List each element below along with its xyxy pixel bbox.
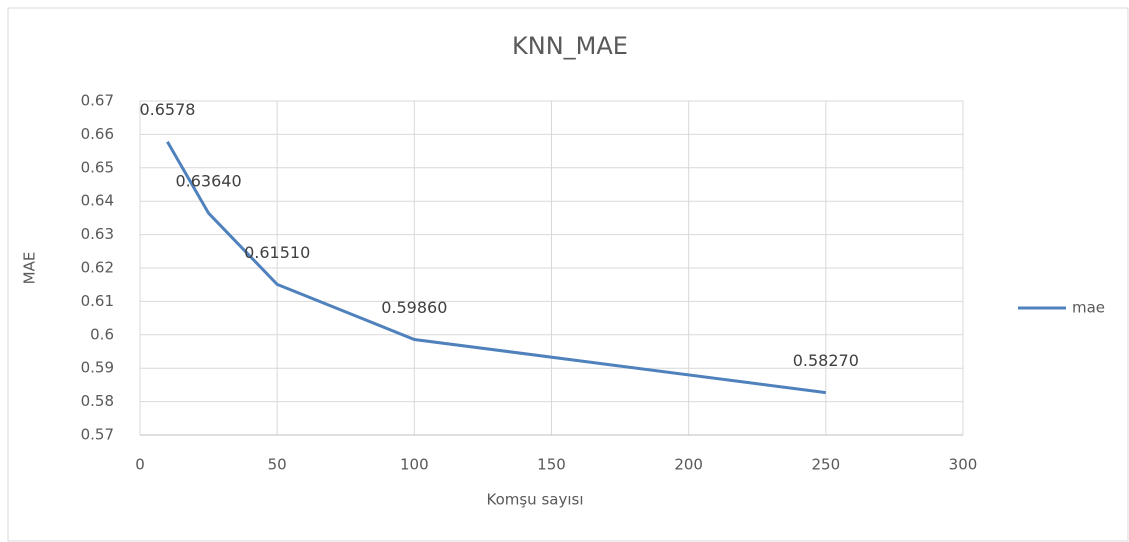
x-tick-label: 50 bbox=[268, 456, 287, 474]
y-tick-label: 0.57 bbox=[81, 426, 114, 444]
y-tick-label: 0.62 bbox=[81, 259, 114, 277]
y-tick-label: 0.66 bbox=[81, 125, 114, 143]
x-tick-label: 300 bbox=[949, 456, 978, 474]
y-tick-label: 0.61 bbox=[81, 292, 114, 310]
y-tick-label: 0.67 bbox=[81, 92, 114, 110]
y-tick-label: 0.6 bbox=[90, 325, 114, 343]
data-label: 0.63640 bbox=[175, 172, 241, 191]
x-tick-label: 200 bbox=[674, 456, 703, 474]
y-axis-label: MAE bbox=[21, 252, 39, 285]
y-tick-label: 0.58 bbox=[81, 392, 114, 410]
x-tick-label: 150 bbox=[537, 456, 566, 474]
chart-frame bbox=[7, 7, 1129, 542]
chart-title: KNN_MAE bbox=[512, 32, 628, 60]
data-label: 0.6578 bbox=[139, 100, 195, 119]
x-tick-label: 0 bbox=[135, 456, 145, 474]
data-label: 0.61510 bbox=[244, 243, 310, 262]
x-tick-label: 100 bbox=[400, 456, 429, 474]
y-tick-label: 0.59 bbox=[81, 359, 114, 377]
y-tick-label: 0.63 bbox=[81, 225, 114, 243]
x-tick-label: 250 bbox=[812, 456, 841, 474]
y-tick-label: 0.64 bbox=[81, 192, 114, 210]
x-axis-label: Komşu sayısı bbox=[486, 491, 583, 509]
data-label: 0.58270 bbox=[793, 351, 859, 370]
y-tick-label: 0.65 bbox=[81, 158, 114, 176]
legend-label: mae bbox=[1072, 299, 1105, 317]
data-line bbox=[166, 140, 827, 395]
data-label: 0.59860 bbox=[381, 298, 447, 317]
